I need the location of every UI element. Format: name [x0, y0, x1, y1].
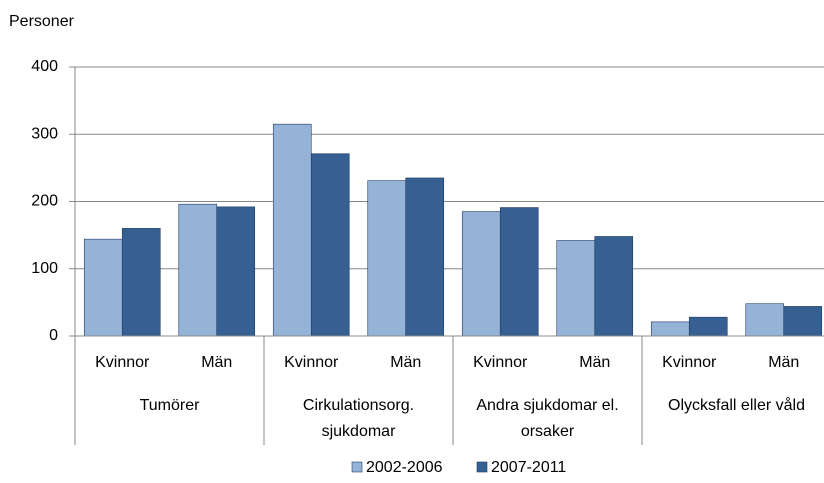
bar — [499, 207, 539, 337]
x-tick-label: Män — [579, 354, 610, 371]
y-tick-label: 200 — [31, 193, 58, 210]
bar — [367, 180, 407, 337]
group-label: Olycksfall eller våld — [668, 397, 805, 414]
group-label-box: Cirkulationsorg. sjukdomar — [302, 397, 415, 440]
bar — [83, 238, 123, 337]
legend-label: 2007-2011 — [491, 459, 566, 476]
bar — [594, 236, 634, 337]
y-tick-label: 100 — [31, 260, 58, 277]
y-tick-label: 400 — [31, 58, 58, 75]
group-label: Andra sjukdomar el. orsaker — [476, 397, 619, 440]
y-axis-title: Personer — [9, 13, 75, 30]
legend-label: 2002-2006 — [366, 459, 443, 476]
bar — [688, 316, 728, 337]
y-tick-label: 0 — [49, 327, 58, 344]
group-label-box: Tumörer — [139, 397, 200, 414]
x-tick-label: Män — [390, 354, 421, 371]
bar — [405, 177, 445, 337]
bar — [783, 306, 823, 337]
y-tick-label: 300 — [31, 125, 58, 142]
bar — [461, 211, 501, 337]
x-tick-label: Män — [201, 354, 232, 371]
x-tick-label: Kvinnor — [95, 354, 150, 371]
x-tick-label: Män — [768, 354, 799, 371]
group-label-box: Olycksfall eller våld — [668, 397, 805, 414]
x-tick-label: Kvinnor — [284, 354, 339, 371]
bar — [310, 153, 350, 337]
bar — [650, 321, 690, 337]
x-tick-label: Kvinnor — [662, 354, 717, 371]
bar — [216, 206, 256, 337]
group-label-box: Andra sjukdomar el. orsaker — [476, 397, 619, 440]
group-label: Tumörer — [139, 397, 200, 414]
bar — [272, 123, 312, 337]
legend-swatch — [351, 461, 363, 473]
bar — [121, 228, 161, 337]
group-label: Cirkulationsorg. sjukdomar — [302, 397, 415, 440]
bar — [745, 303, 785, 337]
legend-swatch — [476, 461, 488, 473]
bar — [178, 203, 218, 337]
x-tick-label: Kvinnor — [473, 354, 528, 371]
bar — [556, 240, 596, 337]
